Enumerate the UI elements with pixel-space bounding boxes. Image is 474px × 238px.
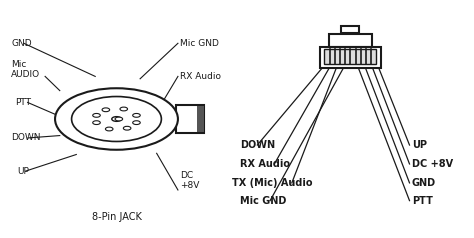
Circle shape xyxy=(102,108,109,112)
Circle shape xyxy=(120,107,128,111)
Circle shape xyxy=(105,127,113,131)
Circle shape xyxy=(93,121,100,124)
Text: RX Audio: RX Audio xyxy=(180,72,221,81)
Text: Mic GND: Mic GND xyxy=(180,39,219,48)
Text: PTT: PTT xyxy=(412,196,433,206)
Text: Mic
AUDIO: Mic AUDIO xyxy=(11,60,40,79)
Bar xyxy=(319,47,381,68)
Text: DOWN: DOWN xyxy=(240,140,275,150)
Circle shape xyxy=(55,88,178,150)
Text: UP: UP xyxy=(412,140,427,150)
Circle shape xyxy=(133,121,140,124)
Circle shape xyxy=(112,117,121,121)
Text: DC +8V: DC +8V xyxy=(412,159,453,169)
Text: 8-Pin JACK: 8-Pin JACK xyxy=(91,212,141,222)
Text: GND: GND xyxy=(412,178,436,188)
Text: TX (Mic) Audio: TX (Mic) Audio xyxy=(232,178,313,188)
Bar xyxy=(324,49,376,64)
Bar xyxy=(329,34,372,47)
Circle shape xyxy=(115,117,123,121)
Text: Mic GND: Mic GND xyxy=(240,196,287,206)
Circle shape xyxy=(93,114,100,117)
Text: DOWN: DOWN xyxy=(11,134,41,142)
Bar xyxy=(341,25,359,33)
Circle shape xyxy=(133,114,140,117)
Text: RX Audio: RX Audio xyxy=(240,159,290,169)
Bar xyxy=(175,105,204,133)
Text: UP: UP xyxy=(17,167,29,176)
Text: DC
+8V: DC +8V xyxy=(180,171,200,190)
Text: PTT: PTT xyxy=(15,98,31,107)
Bar xyxy=(197,106,204,132)
Text: GND: GND xyxy=(11,39,32,48)
Circle shape xyxy=(72,97,161,141)
Circle shape xyxy=(123,126,131,130)
